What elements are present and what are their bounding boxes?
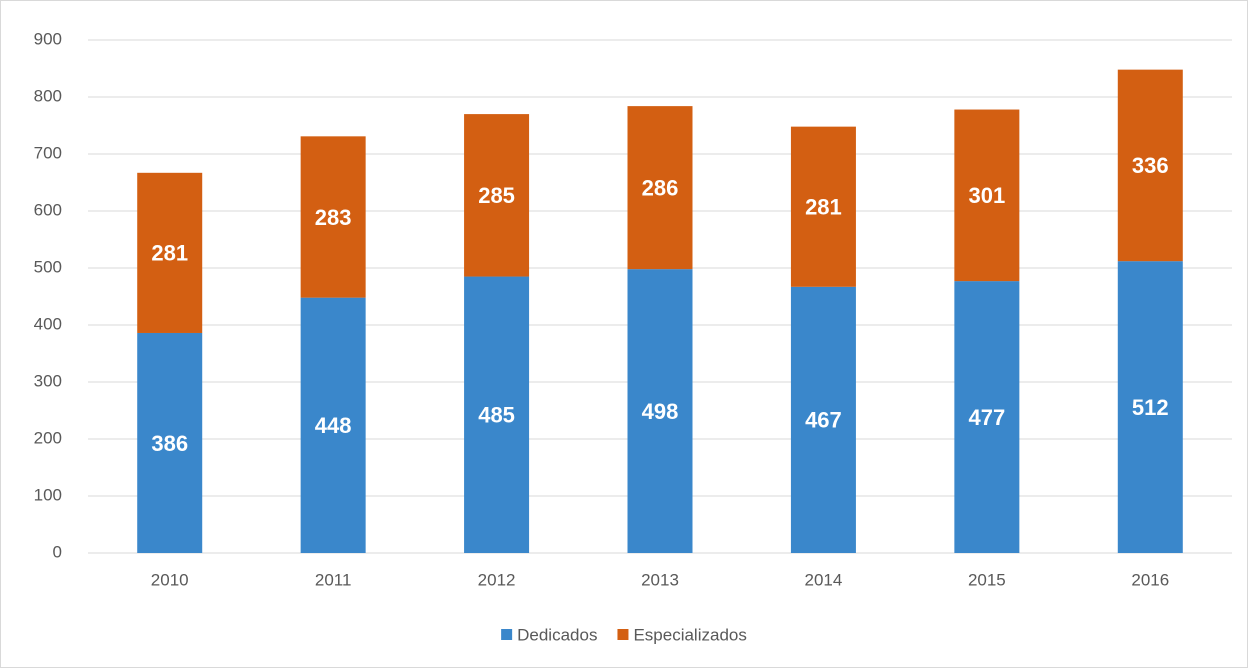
bar-segment — [627, 106, 693, 270]
data-label: 477 — [968, 405, 1005, 430]
data-label: 301 — [968, 183, 1005, 208]
legend-label: Dedicados — [517, 625, 597, 644]
data-label: 281 — [805, 195, 842, 220]
y-tick-label: 0 — [53, 542, 62, 561]
legend-swatch — [617, 629, 629, 640]
data-label: 336 — [1132, 153, 1169, 178]
bar-segment — [300, 136, 366, 298]
x-tick-label: 2016 — [1131, 570, 1169, 589]
y-tick-label: 100 — [34, 485, 62, 504]
y-tick-label: 900 — [34, 29, 62, 48]
data-label: 281 — [151, 241, 188, 266]
bar-segment — [627, 269, 693, 553]
y-tick-label: 200 — [34, 428, 62, 447]
data-label: 485 — [478, 403, 515, 428]
x-tick-label: 2012 — [478, 570, 516, 589]
data-label: 283 — [315, 205, 352, 230]
y-tick-label: 700 — [34, 143, 62, 162]
data-label: 498 — [642, 399, 679, 424]
data-label: 286 — [642, 175, 679, 200]
bar-segment — [137, 172, 203, 333]
bar-segment — [137, 332, 203, 553]
bar-segment — [300, 297, 366, 553]
bar-segment — [464, 276, 530, 553]
y-tick-label: 500 — [34, 257, 62, 276]
data-label: 386 — [151, 431, 188, 456]
y-tick-label: 400 — [34, 314, 62, 333]
y-tick-label: 300 — [34, 371, 62, 390]
x-tick-label: 2010 — [151, 570, 189, 589]
bar-segment — [790, 286, 856, 553]
legend-label: Especializados — [633, 625, 746, 644]
y-tick-label: 800 — [34, 86, 62, 105]
bar-segment — [954, 281, 1020, 553]
x-tick-label: 2015 — [968, 570, 1006, 589]
data-label: 285 — [478, 183, 515, 208]
x-tick-label: 2013 — [641, 570, 679, 589]
data-label: 467 — [805, 408, 842, 433]
legend-swatch — [501, 629, 513, 640]
x-tick-label: 2014 — [805, 570, 843, 589]
bar-segment — [1117, 261, 1183, 553]
y-tick-label: 600 — [34, 200, 62, 219]
bar-segment — [790, 126, 856, 287]
bar-segment — [1117, 69, 1183, 262]
bar-segment — [954, 109, 1020, 282]
bar-segment — [464, 114, 530, 277]
x-tick-label: 2011 — [315, 570, 352, 589]
data-label: 512 — [1132, 395, 1169, 420]
data-label: 448 — [315, 413, 352, 438]
